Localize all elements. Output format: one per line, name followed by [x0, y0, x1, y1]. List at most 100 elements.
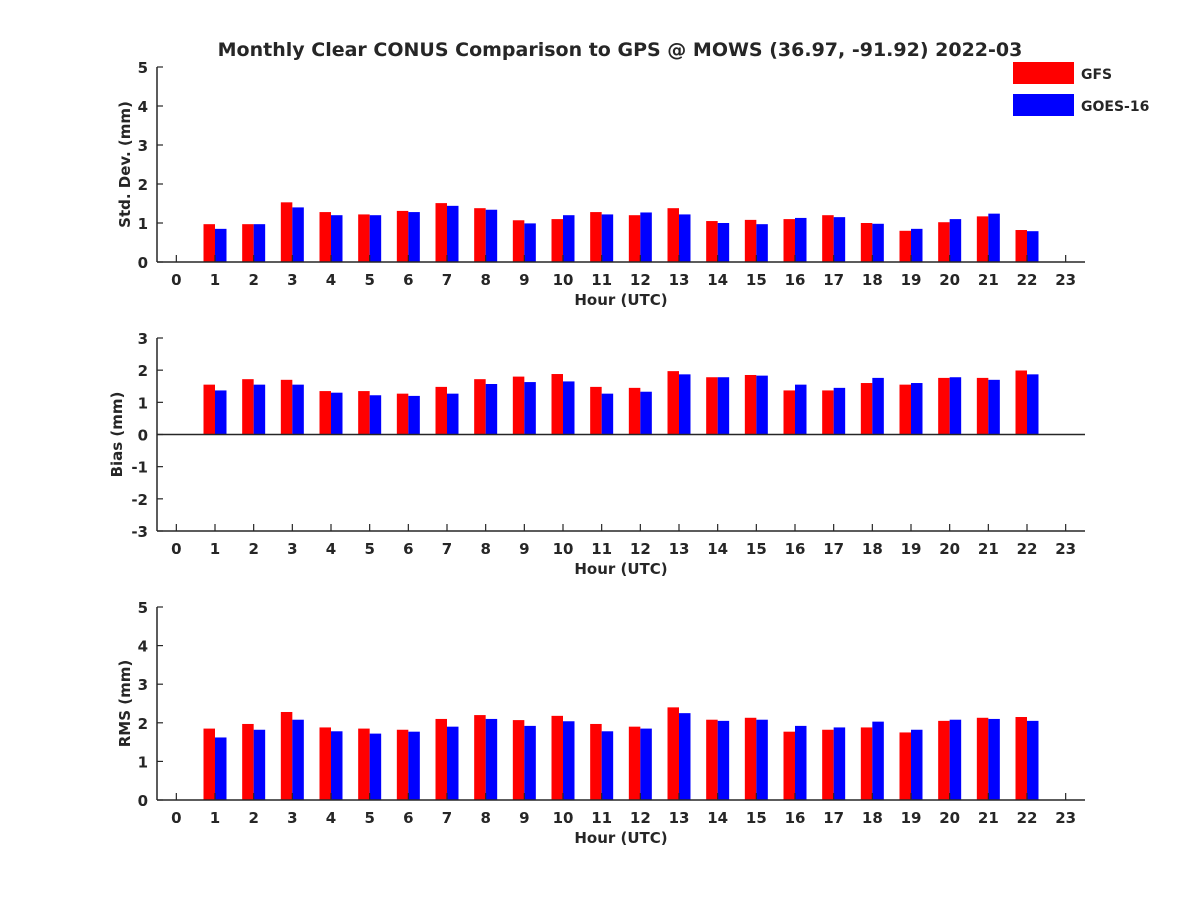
- x-tick-label: 14: [707, 540, 728, 558]
- bar-gfs-hour-7: [435, 718, 447, 800]
- bar-goes-16-hour-22: [1027, 231, 1039, 262]
- x-tick-label: 19: [901, 540, 922, 558]
- bar-goes-16-hour-2: [253, 384, 266, 435]
- x-tick-label: 23: [1055, 540, 1076, 558]
- bar-gfs-hour-14: [706, 719, 718, 800]
- bar-gfs-hour-8: [474, 715, 486, 800]
- bar-goes-16-hour-5: [369, 395, 382, 435]
- x-tick-label: 9: [519, 809, 529, 827]
- x-tick-label: 5: [364, 540, 374, 558]
- x-tick-label: 16: [785, 271, 806, 289]
- x-tick-label: 17: [823, 271, 844, 289]
- bar-goes-16-hour-4: [331, 731, 343, 800]
- bar-gfs-hour-2: [242, 379, 254, 435]
- x-tick-label: 4: [326, 540, 336, 558]
- bar-gfs-hour-15: [744, 374, 757, 435]
- x-tick-label: 8: [480, 271, 490, 289]
- x-tick-label: 4: [326, 809, 336, 827]
- legend-label: GFS: [1081, 67, 1112, 83]
- y-tick-label: 0: [138, 254, 148, 272]
- bar-goes-16-hour-20: [949, 377, 962, 435]
- bar-gfs-hour-21: [976, 377, 989, 435]
- bar-gfs-hour-3: [280, 202, 293, 262]
- bar-goes-16-hour-6: [408, 731, 420, 800]
- bar-goes-16-hour-15: [756, 224, 768, 262]
- bar-goes-16-hour-7: [447, 205, 459, 262]
- y-tick-label: 3: [138, 137, 148, 155]
- y-tick-label: -1: [131, 459, 148, 477]
- x-tick-label: 3: [287, 809, 297, 827]
- x-tick-label: 13: [669, 540, 690, 558]
- x-axis-label: Hour (UTC): [574, 829, 667, 847]
- bar-goes-16-hour-18: [872, 223, 884, 262]
- x-tick-label: 18: [862, 809, 883, 827]
- x-tick-label: 22: [1017, 271, 1038, 289]
- bar-gfs-hour-6: [396, 210, 409, 262]
- x-tick-label: 21: [978, 540, 999, 558]
- bar-gfs-hour-19: [899, 732, 911, 800]
- bar-goes-16-hour-14: [717, 223, 730, 262]
- bar-goes-16-hour-8: [485, 718, 498, 800]
- x-tick-label: 4: [326, 271, 336, 289]
- bar-gfs-hour-20: [938, 222, 950, 262]
- bar-goes-16-hour-3: [292, 384, 304, 435]
- x-tick-label: 13: [669, 809, 690, 827]
- x-tick-label: 0: [171, 271, 181, 289]
- bar-gfs-hour-17: [822, 215, 834, 262]
- y-tick-label: 3: [138, 676, 148, 694]
- bar-gfs-hour-7: [435, 386, 447, 435]
- bar-goes-16-hour-17: [833, 727, 846, 800]
- bar-goes-16-hour-22: [1027, 374, 1039, 435]
- x-tick-label: 20: [939, 809, 960, 827]
- bar-gfs-hour-1: [203, 384, 215, 435]
- bar-goes-16-hour-13: [679, 713, 691, 800]
- bar-gfs-hour-12: [628, 387, 641, 435]
- x-tick-label: 18: [862, 540, 883, 558]
- bar-gfs-hour-15: [744, 219, 757, 262]
- bar-gfs-hour-5: [358, 391, 370, 435]
- bar-gfs-hour-12: [628, 215, 641, 262]
- x-tick-label: 22: [1017, 809, 1038, 827]
- bar-gfs-hour-11: [590, 386, 602, 435]
- y-tick-label: -3: [131, 523, 148, 541]
- bar-goes-16-hour-7: [447, 393, 459, 435]
- x-tick-label: 6: [403, 271, 413, 289]
- y-tick-label: 1: [138, 394, 148, 412]
- bar-gfs-hour-21: [976, 216, 989, 262]
- x-tick-label: 2: [248, 540, 258, 558]
- x-tick-label: 11: [591, 809, 612, 827]
- x-tick-label: 14: [707, 271, 728, 289]
- bar-gfs-hour-8: [474, 379, 486, 435]
- bar-goes-16-hour-16: [795, 725, 807, 800]
- x-tick-label: 21: [978, 809, 999, 827]
- x-tick-label: 10: [553, 809, 574, 827]
- x-tick-label: 19: [901, 809, 922, 827]
- x-tick-label: 6: [403, 540, 413, 558]
- bar-gfs-hour-13: [667, 371, 679, 435]
- bar-goes-16-hour-5: [369, 215, 382, 262]
- bar-gfs-hour-11: [590, 723, 602, 800]
- bar-gfs-hour-21: [976, 717, 989, 800]
- bar-goes-16-hour-12: [640, 728, 652, 800]
- bar-goes-16-hour-3: [292, 719, 304, 800]
- bar-goes-16-hour-11: [601, 393, 614, 435]
- y-axis-label: Std. Dev. (mm): [116, 101, 134, 228]
- bar-gfs-hour-14: [706, 377, 718, 435]
- bar-goes-16-hour-3: [292, 207, 304, 262]
- bar-gfs-hour-3: [280, 711, 293, 800]
- x-tick-label: 12: [630, 271, 651, 289]
- bar-goes-16-hour-9: [524, 725, 536, 800]
- bar-goes-16-hour-17: [833, 217, 846, 262]
- bar-goes-16-hour-19: [911, 383, 923, 435]
- bar-gfs-hour-22: [1015, 370, 1027, 435]
- bar-gfs-hour-17: [822, 729, 834, 800]
- x-tick-label: 1: [210, 809, 220, 827]
- bar-goes-16-hour-12: [640, 212, 652, 262]
- bar-goes-16-hour-1: [215, 390, 227, 435]
- bar-gfs-hour-20: [938, 377, 950, 435]
- legend: GFS GOES-16: [1013, 62, 1149, 116]
- bar-gfs-hour-16: [783, 731, 795, 800]
